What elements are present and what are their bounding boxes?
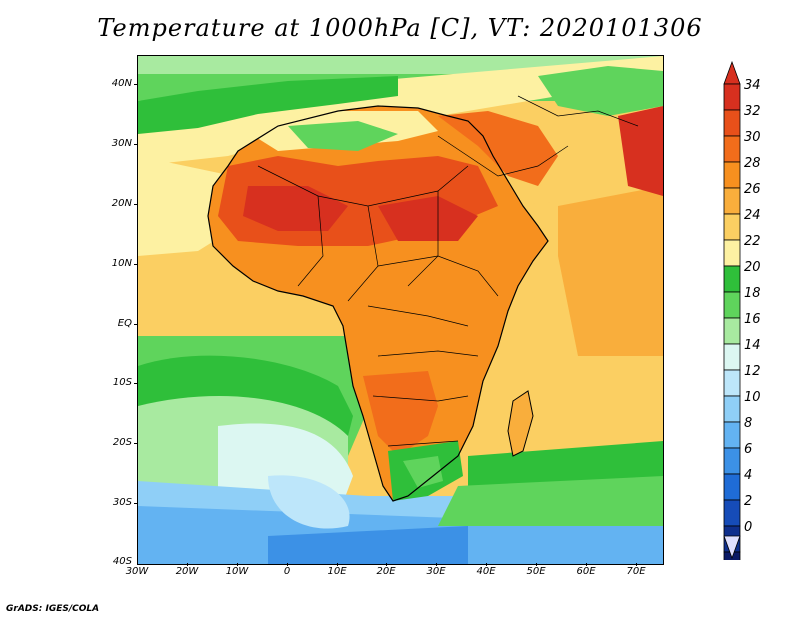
- madagascar-coastline: [507, 390, 534, 457]
- chart-title: Temperature at 1000hPa [C], VT: 20201013…: [97, 14, 703, 42]
- grads-credit: GrADS: IGES/COLA: [6, 604, 100, 614]
- atlantic-north-green: [138, 76, 398, 134]
- lat-label-30s: 30S: [112, 497, 132, 508]
- lat-label-30n: 30N: [111, 138, 132, 149]
- colorbar-label-20: 20: [744, 260, 761, 275]
- southern-africa-hot: [363, 371, 438, 456]
- colorbar-segment: [723, 83, 741, 111]
- lon-tick: [187, 563, 188, 566]
- map-panel: [137, 55, 664, 565]
- colorbar-label-18: 18: [744, 286, 761, 301]
- colorbar-segment: [723, 265, 741, 293]
- colorbar-label-2: 2: [744, 494, 753, 509]
- colorbar-segment: [723, 291, 741, 319]
- lat-label-20n: 20N: [111, 198, 132, 209]
- colorbar-label-12: 12: [744, 364, 761, 379]
- colorbar-label-26: 26: [744, 182, 761, 197]
- colorbar-label-34: 34: [744, 78, 761, 93]
- arabian-sea-warm: [558, 186, 663, 356]
- lat-label-20s: 20S: [112, 437, 132, 448]
- colorbar-segment: [723, 369, 741, 397]
- lon-label-0: 0: [283, 566, 291, 577]
- lon-label-20e: 20E: [376, 566, 396, 577]
- colorbar-segments: [723, 60, 741, 560]
- lat-tick: [134, 324, 137, 325]
- lon-tick: [636, 563, 637, 566]
- lon-tick: [237, 563, 238, 566]
- colorbar-segment: [723, 161, 741, 189]
- colorbar-segment: [723, 447, 741, 475]
- colorbar-segment: [723, 135, 741, 163]
- lat-label-10n: 10N: [111, 258, 132, 269]
- lon-label-30w: 30W: [125, 566, 149, 577]
- lon-label-30e: 30E: [426, 566, 446, 577]
- lon-label-10w: 10W: [225, 566, 249, 577]
- colorbar-segment: [723, 473, 741, 501]
- country-borders: [257, 95, 639, 447]
- colorbar-label-10: 10: [744, 390, 761, 405]
- lon-tick: [536, 563, 537, 566]
- colorbar-label-4: 4: [744, 468, 753, 483]
- colorbar-label-32: 32: [744, 104, 761, 119]
- lat-tick: [134, 503, 137, 504]
- lat-tick: [134, 264, 137, 265]
- colorbar-label-6: 6: [744, 442, 753, 457]
- temperature-field: [138, 56, 663, 564]
- lon-tick: [386, 563, 387, 566]
- colorbar-label-16: 16: [744, 312, 761, 327]
- colorbar-segment: [723, 109, 741, 137]
- colorbar-label-22: 22: [744, 234, 761, 249]
- arabia-hot: [438, 111, 558, 186]
- lat-tick: [134, 443, 137, 444]
- madagascar: [508, 391, 533, 456]
- colorbar-segment: [723, 239, 741, 267]
- colorbar-over-triangle: [723, 60, 741, 85]
- lon-tick: [486, 563, 487, 566]
- lon-label-20w: 20W: [175, 566, 199, 577]
- central-sahara-hottest: [378, 196, 478, 241]
- southern-ocean-colder: [268, 526, 468, 564]
- south-indian-cool: [438, 476, 663, 526]
- atlas-cool: [288, 121, 398, 151]
- lat-label-40n: 40N: [111, 78, 132, 89]
- lon-label-70e: 70E: [626, 566, 646, 577]
- lon-tick: [436, 563, 437, 566]
- colorbar-under-triangle: [723, 535, 741, 560]
- west-sahara-hottest: [243, 186, 348, 231]
- asia-cool: [538, 66, 663, 116]
- colorbar-segment: [723, 421, 741, 449]
- lon-label-50e: 50E: [526, 566, 546, 577]
- lat-tick: [134, 383, 137, 384]
- colorbar-segment: [723, 499, 741, 527]
- highveld-cool: [403, 456, 443, 488]
- lon-tick: [586, 563, 587, 566]
- colorbar-segment: [723, 343, 741, 371]
- cape-cool-eddy: [268, 475, 350, 529]
- colorbar-label-14: 14: [744, 338, 761, 353]
- lat-tick: [134, 204, 137, 205]
- lon-label-40e: 40E: [476, 566, 496, 577]
- lon-tick: [337, 563, 338, 566]
- lat-label-10s: 10S: [112, 377, 132, 388]
- colorbar-label-30: 30: [744, 130, 761, 145]
- africa-coastline: [207, 105, 549, 502]
- colorbar-label-28: 28: [744, 156, 761, 171]
- colorbar-segment: [723, 213, 741, 241]
- lat-label-eq: EQ: [117, 318, 132, 329]
- lon-label-10e: 10E: [327, 566, 347, 577]
- colorbar-label-24: 24: [744, 208, 761, 223]
- colorbar-segment: [723, 317, 741, 345]
- colorbar-segment: [723, 395, 741, 423]
- colorbar-label-0: 0: [744, 520, 753, 535]
- colorbar-segment: [723, 187, 741, 215]
- colorbar-label-8: 8: [744, 416, 753, 431]
- colorbar: [723, 60, 741, 560]
- lon-tick: [287, 563, 288, 566]
- lat-tick: [134, 84, 137, 85]
- india-hot: [618, 106, 663, 196]
- lat-tick: [134, 144, 137, 145]
- lon-label-60e: 60E: [576, 566, 596, 577]
- lat-label-40s: 40S: [112, 556, 132, 567]
